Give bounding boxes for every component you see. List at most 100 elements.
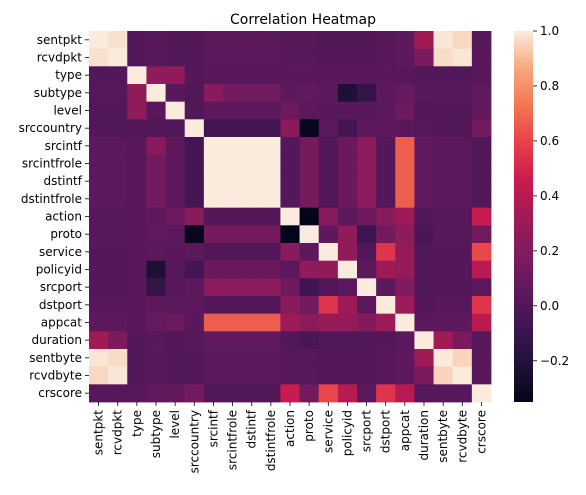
heatmap-cell bbox=[452, 313, 473, 332]
y-tick-label: srcport bbox=[40, 280, 82, 294]
heatmap-cell bbox=[223, 349, 243, 368]
heatmap-cell bbox=[203, 101, 224, 120]
heatmap-cell bbox=[280, 225, 300, 244]
heatmap-cell bbox=[146, 225, 166, 244]
heatmap-cell bbox=[433, 207, 454, 226]
heatmap-cell bbox=[108, 154, 128, 173]
heatmap-cell bbox=[299, 260, 320, 279]
heatmap-cell bbox=[395, 119, 415, 138]
heatmap-cell bbox=[299, 243, 320, 262]
heatmap-cell bbox=[223, 154, 243, 173]
heatmap-cell bbox=[471, 225, 492, 244]
heatmap-cell bbox=[165, 137, 186, 156]
heatmap-cell bbox=[165, 84, 186, 103]
heatmap-cell bbox=[89, 366, 109, 385]
heatmap-cell bbox=[433, 137, 454, 156]
heatmap-cell bbox=[261, 154, 281, 173]
heatmap-cell bbox=[318, 190, 339, 209]
heatmap-cell bbox=[337, 243, 358, 262]
heatmap-cell bbox=[452, 278, 473, 297]
heatmap-cell bbox=[108, 119, 128, 138]
heatmap-cell bbox=[184, 384, 205, 403]
heatmap-cell bbox=[203, 207, 224, 226]
y-tick-label: dstintf bbox=[44, 174, 83, 188]
heatmap-cell bbox=[337, 66, 358, 85]
heatmap-cell bbox=[376, 260, 396, 279]
heatmap-cell bbox=[146, 66, 166, 85]
heatmap-cell bbox=[203, 31, 224, 50]
heatmap-cell bbox=[433, 296, 454, 315]
heatmap-cells bbox=[89, 31, 492, 403]
heatmap-cell bbox=[376, 278, 396, 297]
heatmap-cell bbox=[395, 207, 415, 226]
heatmap-cell bbox=[318, 137, 339, 156]
heatmap-cell bbox=[433, 313, 454, 332]
heatmap-cell bbox=[318, 101, 339, 120]
heatmap-cell bbox=[337, 48, 358, 67]
heatmap-cell bbox=[261, 31, 281, 50]
heatmap-cell bbox=[337, 331, 358, 350]
heatmap-cell bbox=[203, 331, 224, 350]
heatmap-cell bbox=[242, 84, 262, 103]
heatmap-cell bbox=[89, 260, 109, 279]
heatmap-cell bbox=[471, 278, 492, 297]
heatmap-cell bbox=[184, 349, 205, 368]
heatmap-cell bbox=[280, 207, 300, 226]
heatmap-cell bbox=[146, 384, 166, 403]
heatmap-cell bbox=[184, 137, 205, 156]
heatmap-cell bbox=[261, 84, 281, 103]
x-tick-label: srcintfrole bbox=[226, 410, 240, 470]
heatmap-cell bbox=[108, 225, 128, 244]
heatmap-cell bbox=[471, 172, 492, 191]
y-tick-label: sentbyte bbox=[29, 351, 82, 365]
heatmap-cell bbox=[395, 154, 415, 173]
heatmap-cell bbox=[318, 66, 339, 85]
heatmap-cell bbox=[127, 31, 147, 50]
heatmap-cell bbox=[242, 154, 262, 173]
heatmap-cell bbox=[89, 31, 109, 50]
heatmap-cell bbox=[165, 172, 186, 191]
heatmap-cell bbox=[376, 119, 396, 138]
heatmap-cell bbox=[165, 154, 186, 173]
x-tick-label: crscore bbox=[474, 410, 488, 454]
heatmap-cell bbox=[433, 349, 454, 368]
heatmap-cell bbox=[108, 84, 128, 103]
heatmap-cell bbox=[184, 66, 205, 85]
heatmap-cell bbox=[89, 331, 109, 350]
heatmap-cell bbox=[89, 278, 109, 297]
heatmap-cell bbox=[299, 119, 320, 138]
x-tick-label: action bbox=[283, 410, 297, 447]
heatmap-cell bbox=[89, 84, 109, 103]
heatmap-cell bbox=[433, 225, 454, 244]
heatmap-cell bbox=[184, 207, 205, 226]
heatmap-cell bbox=[165, 366, 186, 385]
heatmap-cell bbox=[127, 119, 147, 138]
heatmap-cell bbox=[280, 260, 300, 279]
heatmap-cell bbox=[357, 278, 377, 297]
heatmap-cell bbox=[146, 296, 166, 315]
heatmap-cell bbox=[108, 172, 128, 191]
heatmap-cell bbox=[146, 137, 166, 156]
heatmap-cell bbox=[376, 331, 396, 350]
heatmap-cell bbox=[471, 349, 492, 368]
heatmap-cell bbox=[203, 172, 224, 191]
heatmap-cell bbox=[165, 101, 186, 120]
heatmap-cell bbox=[203, 84, 224, 103]
heatmap-cell bbox=[203, 349, 224, 368]
heatmap-cell bbox=[395, 260, 415, 279]
heatmap-cell bbox=[376, 243, 396, 262]
heatmap-cell bbox=[89, 296, 109, 315]
heatmap-cell bbox=[108, 384, 128, 403]
heatmap-cell bbox=[280, 101, 300, 120]
heatmap-cell bbox=[395, 349, 415, 368]
heatmap-cell bbox=[414, 278, 434, 297]
heatmap-cell bbox=[357, 119, 377, 138]
heatmap-cell bbox=[357, 31, 377, 50]
heatmap-cell bbox=[127, 331, 147, 350]
heatmap-cell bbox=[203, 119, 224, 138]
x-tick-label: rcvdbyte bbox=[455, 410, 469, 463]
x-tick-label: service bbox=[321, 410, 335, 453]
heatmap-cell bbox=[376, 225, 396, 244]
heatmap-cell bbox=[452, 172, 473, 191]
heatmap-cell bbox=[299, 207, 320, 226]
